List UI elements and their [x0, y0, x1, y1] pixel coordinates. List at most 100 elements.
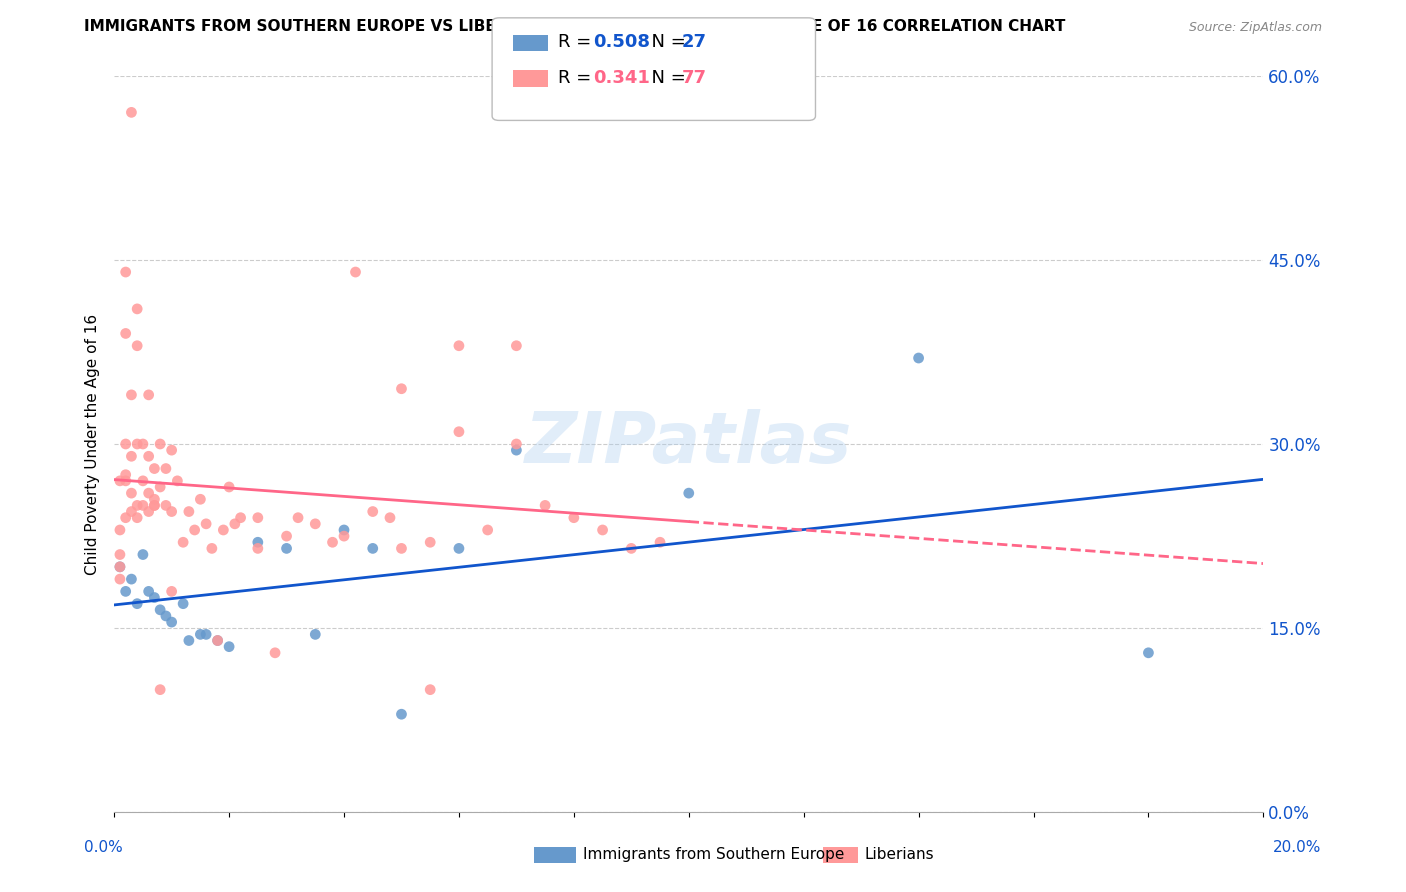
Text: IMMIGRANTS FROM SOUTHERN EUROPE VS LIBERIAN CHILD POVERTY UNDER THE AGE OF 16 CO: IMMIGRANTS FROM SOUTHERN EUROPE VS LIBER…	[84, 20, 1066, 34]
Point	[391, 707, 413, 722]
Point	[391, 382, 413, 396]
Point	[1137, 646, 1160, 660]
Point	[391, 541, 413, 556]
Point	[114, 510, 136, 524]
Point	[108, 559, 131, 574]
Point	[114, 265, 136, 279]
Point	[246, 510, 269, 524]
Point	[138, 486, 160, 500]
Point	[108, 523, 131, 537]
Point	[224, 516, 246, 531]
Point	[160, 443, 183, 458]
Point	[155, 609, 177, 624]
Text: 27: 27	[682, 33, 707, 51]
Point	[447, 425, 470, 439]
Point	[218, 480, 240, 494]
Point	[505, 437, 527, 451]
Point	[562, 510, 585, 524]
Text: 77: 77	[682, 69, 707, 87]
Point	[177, 633, 200, 648]
Point	[592, 523, 614, 537]
Point	[333, 523, 356, 537]
Text: R =: R =	[558, 69, 598, 87]
Text: 20.0%: 20.0%	[1274, 840, 1322, 855]
Point	[361, 541, 384, 556]
Point	[120, 105, 142, 120]
Point	[419, 682, 441, 697]
Point	[361, 504, 384, 518]
Point	[333, 529, 356, 543]
Text: Source: ZipAtlas.com: Source: ZipAtlas.com	[1188, 21, 1322, 34]
Point	[127, 597, 149, 611]
Point	[149, 437, 172, 451]
Point	[143, 499, 166, 513]
Point	[143, 499, 166, 513]
Point	[127, 301, 149, 316]
Point	[108, 548, 131, 562]
Point	[276, 541, 298, 556]
Point	[160, 584, 183, 599]
Point	[276, 529, 298, 543]
Point	[132, 499, 155, 513]
Y-axis label: Child Poverty Under the Age of 16: Child Poverty Under the Age of 16	[86, 313, 100, 574]
Point	[447, 541, 470, 556]
Point	[190, 492, 212, 507]
Point	[172, 535, 194, 549]
Point	[132, 548, 155, 562]
Point	[201, 541, 224, 556]
Text: Liberians: Liberians	[865, 847, 935, 862]
Point	[138, 450, 160, 464]
Point	[183, 523, 205, 537]
Point	[177, 504, 200, 518]
Point	[127, 437, 149, 451]
Point	[172, 597, 194, 611]
Point	[114, 437, 136, 451]
Point	[143, 492, 166, 507]
Point	[620, 541, 643, 556]
Point	[127, 499, 149, 513]
Point	[114, 467, 136, 482]
Point	[120, 388, 142, 402]
Point	[534, 499, 557, 513]
Point	[127, 510, 149, 524]
Point	[505, 443, 527, 458]
Point	[149, 603, 172, 617]
Point	[138, 388, 160, 402]
Point	[344, 265, 367, 279]
Point	[149, 682, 172, 697]
Point	[648, 535, 671, 549]
Point	[505, 339, 527, 353]
Point	[195, 516, 218, 531]
Point	[149, 480, 172, 494]
Point	[108, 572, 131, 586]
Point	[114, 584, 136, 599]
Point	[304, 516, 326, 531]
Point	[477, 523, 499, 537]
Point	[287, 510, 309, 524]
Point	[120, 504, 142, 518]
Text: 0.508: 0.508	[593, 33, 651, 51]
Point	[195, 627, 218, 641]
Point	[678, 486, 700, 500]
Point	[132, 437, 155, 451]
Point	[229, 510, 252, 524]
Point	[218, 640, 240, 654]
Point	[166, 474, 188, 488]
Point	[212, 523, 235, 537]
Point	[120, 450, 142, 464]
Point	[246, 535, 269, 549]
Text: N =: N =	[640, 69, 692, 87]
Point	[114, 326, 136, 341]
Text: 0.341: 0.341	[593, 69, 650, 87]
Point	[138, 584, 160, 599]
Point	[132, 474, 155, 488]
Text: N =: N =	[640, 33, 692, 51]
Point	[160, 615, 183, 629]
Point	[120, 572, 142, 586]
Point	[108, 559, 131, 574]
Point	[138, 504, 160, 518]
Point	[143, 591, 166, 605]
Point	[246, 541, 269, 556]
Point	[304, 627, 326, 641]
Text: ZIPatlas: ZIPatlas	[524, 409, 852, 478]
